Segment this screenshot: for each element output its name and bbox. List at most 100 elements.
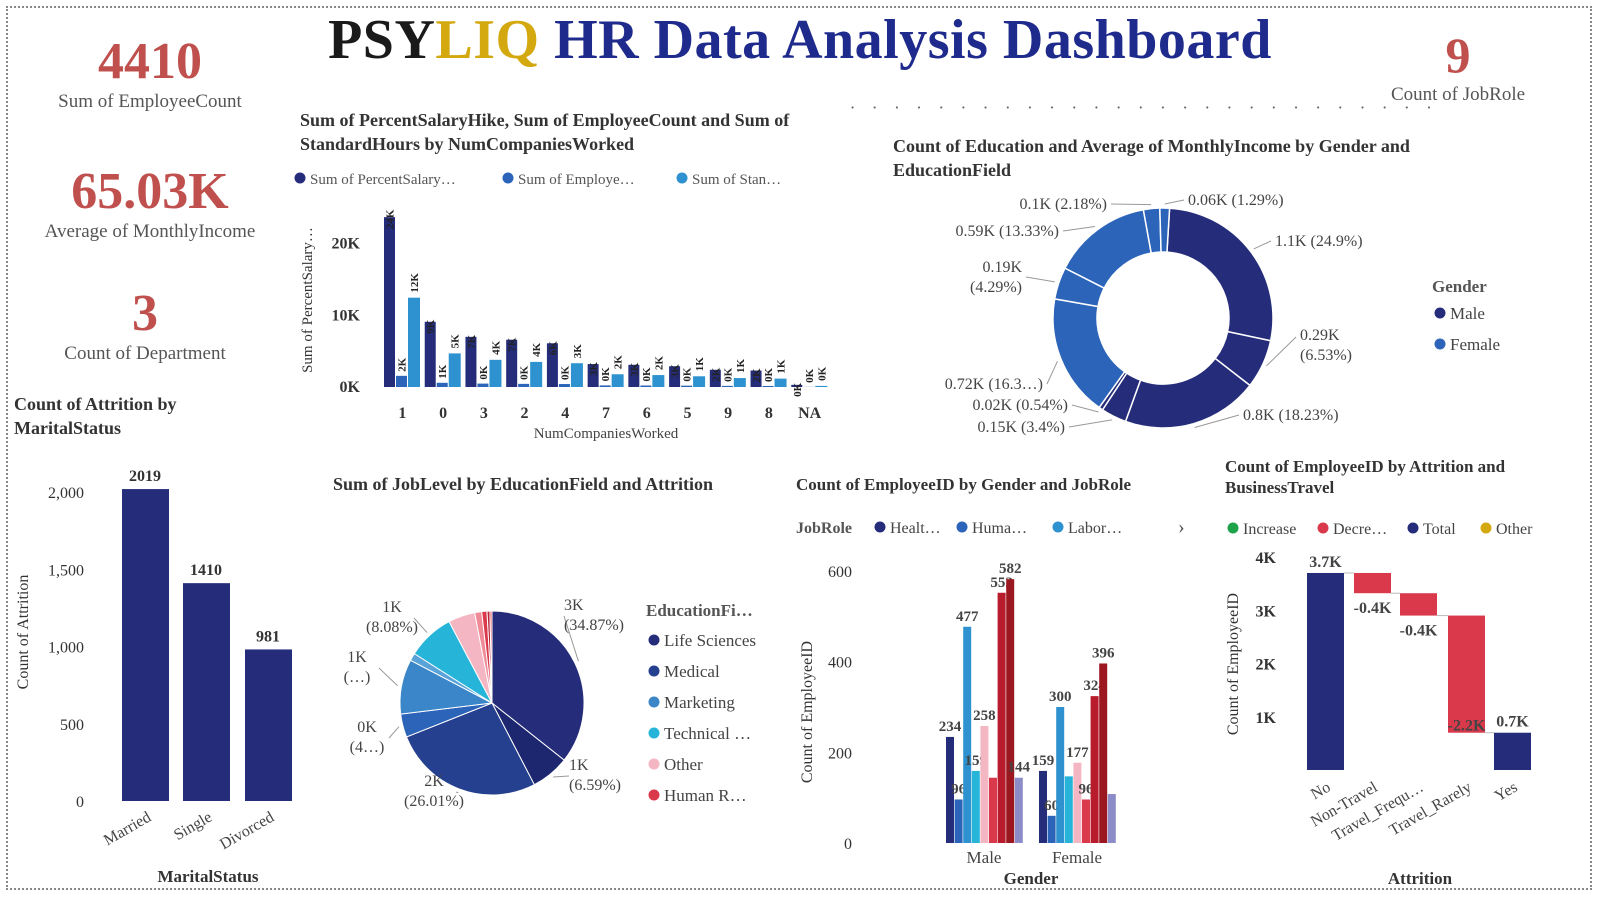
bar: [122, 489, 169, 801]
y-tick-label: 200: [828, 745, 852, 762]
y-tick-label: 0: [76, 794, 84, 811]
y-axis-label: Count of Attrition: [15, 575, 32, 690]
donut-slice: [1159, 207, 1171, 253]
legend-label: Female: [1450, 335, 1500, 354]
x-tick-label: 0: [439, 405, 447, 422]
legend-title: JobRole: [796, 520, 852, 537]
slice-label: 0.8K (18.23%): [1243, 407, 1339, 424]
data-label: 2K: [653, 356, 665, 371]
slice-label: 1K: [569, 757, 589, 774]
y-tick-label: 10K: [332, 307, 361, 324]
data-label: 7K: [466, 334, 478, 349]
legend-title: EducationFi…: [646, 601, 753, 620]
legend-label: Male: [1450, 304, 1485, 323]
kpi-label: Count of JobRole: [1390, 84, 1526, 105]
y-tick-label: 600: [828, 564, 852, 581]
slice-label: (4…): [350, 739, 385, 756]
bar: [971, 770, 980, 843]
bar: [465, 336, 477, 387]
legend-label: Other: [1496, 521, 1533, 538]
x-tick-label: 1: [398, 405, 406, 422]
x-tick-label: 4: [561, 405, 569, 422]
bar: [448, 353, 461, 387]
data-label: 0K: [519, 365, 531, 380]
slice-label: 0.72K (16.3…): [945, 376, 1043, 393]
data-label: 258: [973, 708, 996, 724]
data-label: 5K: [450, 334, 462, 349]
bar: [1056, 707, 1065, 843]
data-label: 2K: [613, 355, 625, 370]
bar: [558, 384, 570, 387]
legend-marker: [1434, 338, 1446, 350]
kpi-value: 9: [1445, 27, 1471, 83]
data-label: 1K: [776, 359, 788, 374]
legend-label: Increase: [1243, 521, 1296, 538]
data-label: 144: [1008, 760, 1031, 776]
data-label: 2K: [397, 357, 409, 372]
bar: [506, 339, 518, 387]
bar: [628, 364, 640, 387]
legend-label: Labor…: [1068, 520, 1122, 537]
data-label: 234: [939, 719, 962, 735]
slice-label: 0.1K (2.18%): [1019, 196, 1107, 213]
leader-line: [1062, 226, 1096, 232]
x-tick-label: 5: [683, 405, 691, 422]
legend-marker: [648, 727, 660, 739]
bar: [652, 375, 665, 387]
bar: [384, 217, 395, 387]
bar: [693, 376, 706, 387]
x-tick-label: No: [1308, 779, 1333, 804]
pie-slice: [491, 610, 585, 761]
data-label: 3K: [588, 362, 600, 377]
slice-label: 0K: [357, 719, 377, 736]
bar: [245, 649, 292, 801]
bar: [762, 385, 774, 387]
data-label: 2K: [710, 367, 722, 382]
dashboard-title: PSYLIQ HR Data Analysis Dashboard: [0, 8, 1600, 72]
bar: [518, 383, 530, 387]
data-label: 0K: [641, 367, 653, 382]
kpi-label: Count of Department: [64, 343, 226, 364]
leader-line: [1046, 360, 1058, 385]
data-label: 396: [1092, 645, 1115, 661]
legend-marker: [874, 521, 886, 533]
leader-line: [1071, 404, 1099, 413]
bar: [989, 777, 997, 843]
legend-marker: [1480, 522, 1492, 534]
data-label: 4K: [531, 342, 543, 357]
x-tick-label: Female: [1052, 848, 1102, 867]
bar: [815, 385, 828, 387]
data-label: 12K: [409, 273, 421, 293]
data-label: 1410: [190, 562, 222, 579]
bar: [791, 384, 803, 387]
bar: [980, 726, 989, 843]
leader-line: [1253, 240, 1272, 250]
slice-label: (…): [344, 669, 371, 686]
leader-line: [388, 726, 400, 739]
y-tick-label: 1,000: [48, 640, 84, 657]
slice-label: (8.08%): [366, 619, 418, 636]
bar: [424, 321, 436, 387]
x-axis-label: MaritalStatus: [157, 867, 258, 886]
donut-slice: [1166, 207, 1274, 342]
pie-slice: [489, 610, 493, 704]
data-label: 2K: [751, 368, 763, 383]
leader-line: [1025, 276, 1055, 283]
title-part-rest: HR Data Analysis Dashboard: [539, 9, 1272, 71]
bar: [1006, 579, 1015, 843]
kpi-label: Average of MonthlyIncome: [44, 221, 256, 242]
kpi-jobrole-count: 9 Count of JobRole: [1358, 26, 1558, 106]
data-label: 0K: [559, 366, 571, 381]
slice-label: 1K: [382, 599, 402, 616]
leader-line: [455, 791, 459, 794]
data-label: 300: [1049, 689, 1072, 705]
data-label: 1K: [694, 357, 706, 372]
dashboard-frame: [6, 6, 1592, 890]
data-label: 3K: [670, 364, 682, 379]
y-tick-label: 500: [60, 717, 84, 734]
bar: [640, 385, 652, 387]
bar: [681, 385, 693, 387]
data-label: 96: [951, 781, 967, 797]
